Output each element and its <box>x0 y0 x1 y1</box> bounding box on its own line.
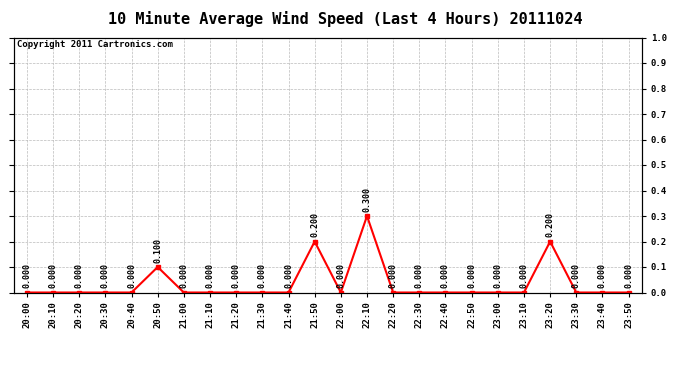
Text: 0.000: 0.000 <box>127 263 136 288</box>
Text: 0.000: 0.000 <box>388 263 397 288</box>
Text: 0.000: 0.000 <box>520 263 529 288</box>
Text: 0.000: 0.000 <box>258 263 267 288</box>
Text: 0.000: 0.000 <box>48 263 57 288</box>
Text: 0.000: 0.000 <box>284 263 293 288</box>
Text: 0.000: 0.000 <box>101 263 110 288</box>
Text: 0.200: 0.200 <box>310 212 319 237</box>
Text: 10 Minute Average Wind Speed (Last 4 Hours) 20111024: 10 Minute Average Wind Speed (Last 4 Hou… <box>108 11 582 27</box>
Text: 0.000: 0.000 <box>624 263 633 288</box>
Text: 0.000: 0.000 <box>415 263 424 288</box>
Text: 0.000: 0.000 <box>206 263 215 288</box>
Text: 0.000: 0.000 <box>179 263 188 288</box>
Text: 0.000: 0.000 <box>441 263 450 288</box>
Text: 0.000: 0.000 <box>75 263 83 288</box>
Text: 0.000: 0.000 <box>336 263 345 288</box>
Text: 0.300: 0.300 <box>362 187 371 212</box>
Text: 0.200: 0.200 <box>546 212 555 237</box>
Text: 0.000: 0.000 <box>232 263 241 288</box>
Text: 0.000: 0.000 <box>22 263 31 288</box>
Text: 0.000: 0.000 <box>572 263 581 288</box>
Text: Copyright 2011 Cartronics.com: Copyright 2011 Cartronics.com <box>17 40 172 49</box>
Text: 0.000: 0.000 <box>493 263 502 288</box>
Text: 0.100: 0.100 <box>153 238 162 263</box>
Text: 0.000: 0.000 <box>598 263 607 288</box>
Text: 0.000: 0.000 <box>467 263 476 288</box>
